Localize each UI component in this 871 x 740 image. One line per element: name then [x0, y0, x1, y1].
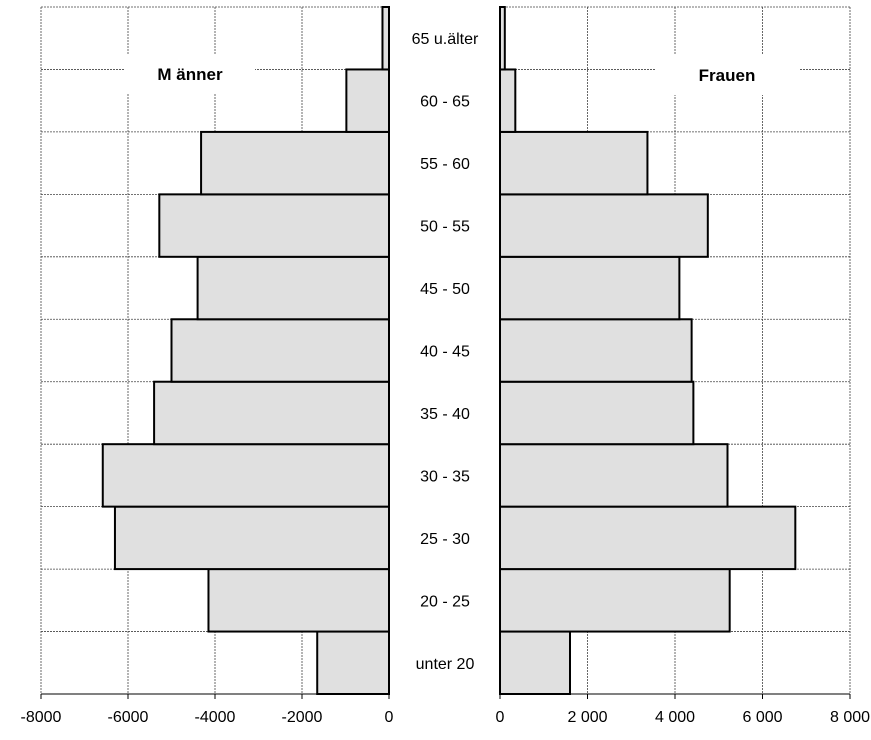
women-tick-label: 4 000 [655, 709, 695, 726]
women-bar-unter-20 [499, 630, 571, 696]
men-bar-60-65 [345, 68, 390, 133]
men-bar-35-40 [153, 380, 390, 446]
women-bar-60-65 [499, 68, 517, 133]
category-label: 20 - 25 [420, 593, 470, 610]
women-bar-55-60 [499, 130, 649, 196]
women-bar-25-30 [499, 505, 797, 571]
men-bar-25-30 [113, 505, 390, 571]
category-label: 35 - 40 [420, 406, 470, 423]
women-tick-label: 2 000 [567, 709, 607, 726]
women-tick-label: 0 [496, 709, 505, 726]
women-bar-50-55 [499, 193, 709, 258]
category-label: 45 - 50 [420, 281, 470, 298]
category-label: 25 - 30 [420, 531, 470, 548]
men-tick-label: 0 [385, 709, 394, 726]
women-bar-40-45 [499, 318, 693, 383]
women-bar-45-50 [499, 255, 681, 321]
men-bar-50-55 [158, 193, 390, 258]
women-title: Frauen [699, 66, 756, 85]
women-bar-20-25 [499, 568, 731, 633]
men-tick-label: -6000 [108, 709, 149, 726]
women-title-box [655, 55, 800, 95]
men-tick-label: -8000 [21, 709, 62, 726]
women-tick-label: 6 000 [742, 709, 782, 726]
men-bar-30-35 [101, 443, 391, 508]
category-label: 30 - 35 [420, 468, 470, 485]
category-label: 40 - 45 [420, 344, 470, 361]
women-bar-30-35 [499, 443, 729, 508]
men-bar-65-u-lter [381, 6, 391, 71]
right-panel: 0 2 000 4 000 6 000 8 000 [496, 6, 870, 726]
category-label: 65 u.älter [412, 31, 479, 48]
men-bar-20-25 [207, 568, 390, 633]
left-panel: -8000 -6000 -4000 -2000 0 [21, 6, 394, 726]
men-bar-55-60 [200, 130, 390, 196]
category-label: 55 - 60 [420, 156, 470, 173]
men-bar-unter-20 [316, 630, 391, 696]
category-labels: unter 20 20 - 25 25 - 30 30 - 35 35 - 40 40 -… [412, 31, 479, 673]
men-title-box [125, 55, 255, 93]
category-label: 60 - 65 [420, 94, 470, 111]
men-title: M änner [157, 65, 223, 84]
men-tick-label: -4000 [195, 709, 236, 726]
women-bar-35-40 [499, 380, 695, 446]
category-label: 50 - 55 [420, 219, 470, 236]
category-label: unter 20 [416, 656, 475, 673]
men-bar-40-45 [170, 318, 390, 383]
men-tick-label: -2000 [282, 709, 323, 726]
men-bar-45-50 [196, 255, 390, 321]
women-tick-label: 8 000 [830, 709, 870, 726]
